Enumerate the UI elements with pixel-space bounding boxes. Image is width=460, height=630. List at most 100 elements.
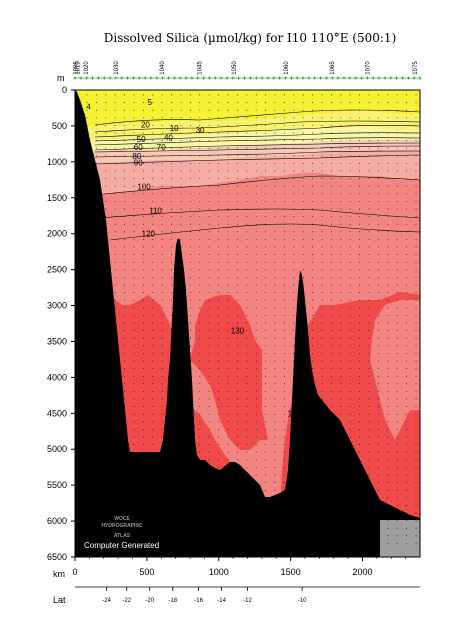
station-dot — [415, 254, 417, 256]
station-dot — [293, 345, 295, 347]
station-dot — [293, 276, 295, 278]
station-dot — [199, 170, 201, 172]
station-dot — [265, 269, 267, 271]
station-dot — [330, 284, 332, 286]
station-dot — [293, 497, 295, 499]
station-dot — [265, 200, 267, 202]
station-dot — [265, 254, 267, 256]
station-dot — [114, 147, 116, 149]
station-dot — [387, 109, 389, 111]
station-dot — [406, 527, 408, 529]
station-dot — [133, 162, 135, 164]
station-dot — [330, 375, 332, 377]
station-dot — [406, 413, 408, 415]
station-dot — [377, 383, 379, 385]
station-dot — [396, 178, 398, 180]
station-dot — [255, 520, 257, 522]
station-dot — [124, 390, 126, 392]
station-dot — [330, 155, 332, 157]
station-dot — [368, 269, 370, 271]
station-dot — [255, 527, 257, 529]
station-dot — [302, 535, 304, 537]
station-dot — [105, 117, 107, 119]
station-dot — [415, 178, 417, 180]
station-dot — [396, 512, 398, 514]
station-dot — [349, 109, 351, 111]
station-dot — [236, 185, 238, 187]
station-dot — [274, 390, 276, 392]
station-dot — [387, 383, 389, 385]
station-dot — [152, 208, 154, 210]
station-dot — [377, 527, 379, 529]
station-dot — [95, 102, 97, 104]
station-dot — [236, 238, 238, 240]
station-dot — [180, 352, 182, 354]
station-dot — [415, 109, 417, 111]
station-dot — [255, 497, 257, 499]
station-dot — [312, 451, 314, 453]
station-dot — [340, 444, 342, 446]
station-dot — [265, 178, 267, 180]
station-dot — [189, 406, 191, 408]
station-dot — [302, 489, 304, 491]
station-dot — [312, 299, 314, 301]
contour-line-50 — [94, 137, 421, 146]
station-dot — [124, 406, 126, 408]
station-dot — [171, 474, 173, 476]
station-label: 1020 — [84, 61, 90, 75]
station-dot — [349, 284, 351, 286]
station-dot — [330, 398, 332, 400]
station-dot — [152, 238, 154, 240]
station-dot — [199, 292, 201, 294]
station-dot — [359, 170, 361, 172]
station-dot — [246, 520, 248, 522]
station-dot — [349, 193, 351, 195]
y-tick-label: 3000 — [47, 301, 67, 311]
station-dot — [246, 284, 248, 286]
station-marker — [278, 76, 282, 80]
station-dot — [265, 117, 267, 119]
station-dot — [133, 375, 135, 377]
station-dot — [218, 330, 220, 332]
station-dot — [312, 520, 314, 522]
station-dot — [396, 155, 398, 157]
station-dot — [161, 102, 163, 104]
station-dot — [302, 261, 304, 263]
station-dot — [227, 140, 229, 142]
station-dot — [189, 444, 191, 446]
station-dot — [105, 413, 107, 415]
station-dot — [199, 147, 201, 149]
station-dot — [312, 276, 314, 278]
station-dot — [349, 345, 351, 347]
station-dot — [95, 155, 97, 157]
station-dot — [114, 140, 116, 142]
station-dot — [114, 368, 116, 370]
station-dot — [340, 102, 342, 104]
station-dot — [95, 512, 97, 514]
station-dot — [124, 231, 126, 233]
station-dot — [161, 254, 163, 256]
station-dot — [283, 193, 285, 195]
station-dot — [406, 102, 408, 104]
station-dot — [180, 269, 182, 271]
station-dot — [330, 208, 332, 210]
station-dot — [387, 170, 389, 172]
station-dot — [274, 398, 276, 400]
station-dot — [377, 360, 379, 362]
station-dot — [255, 406, 257, 408]
station-dot — [171, 109, 173, 111]
station-dot — [368, 162, 370, 164]
station-dot — [312, 254, 314, 256]
station-dot — [396, 360, 398, 362]
station-dot — [302, 170, 304, 172]
station-dot — [396, 117, 398, 119]
station-dot — [359, 368, 361, 370]
station-dot — [368, 512, 370, 514]
lat-label: Lat — [53, 595, 66, 605]
station-dot — [105, 337, 107, 339]
station-dot — [406, 94, 408, 96]
station-dot — [152, 155, 154, 157]
station-dot — [349, 368, 351, 370]
station-dot — [340, 254, 342, 256]
station-dot — [406, 208, 408, 210]
